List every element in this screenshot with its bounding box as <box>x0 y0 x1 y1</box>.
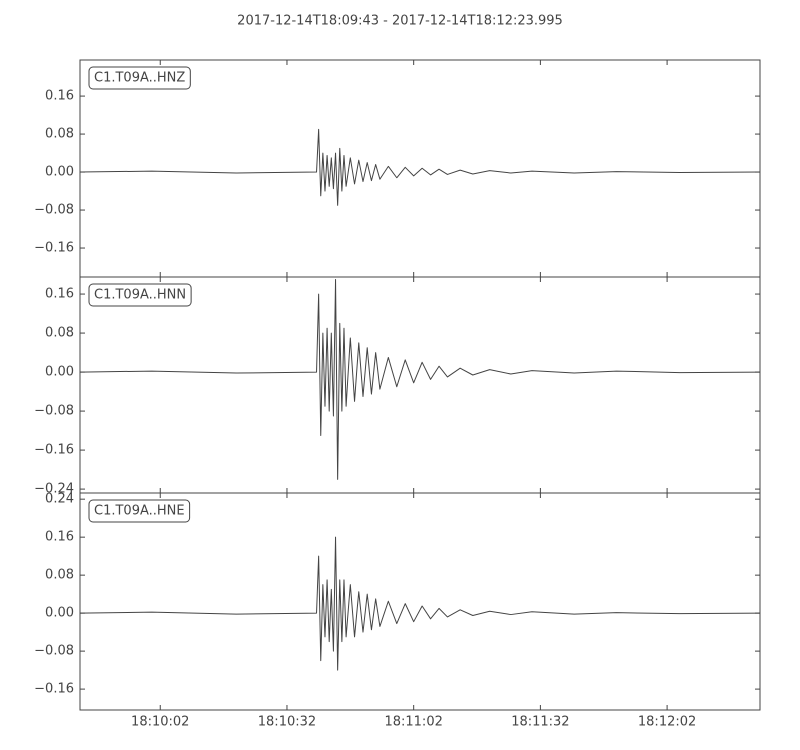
y-tick-label: 0.24 <box>45 492 74 507</box>
trace <box>79 278 761 480</box>
legend-box <box>88 283 192 307</box>
y-tick-label: −0.16 <box>34 241 74 256</box>
x-tick-label: 18:12:02 <box>638 715 696 730</box>
trace <box>79 536 761 671</box>
y-tick-label: 0.08 <box>45 127 74 142</box>
y-tick-label: −0.24 <box>34 482 74 497</box>
y-tick-label: 0.00 <box>45 365 74 380</box>
y-tick-label: −0.08 <box>34 644 74 659</box>
y-tick-label: 0.00 <box>45 165 74 180</box>
y-tick-label: 0.00 <box>45 606 74 621</box>
y-tick-label: −0.16 <box>34 443 74 458</box>
y-tick-label: 0.16 <box>45 89 74 104</box>
legend-label: C1.T09A..HNN <box>94 288 186 303</box>
legend-box <box>88 499 191 523</box>
legend-label: C1.T09A..HNZ <box>94 71 185 86</box>
trace <box>79 128 761 206</box>
y-tick-label: −0.08 <box>34 404 74 419</box>
x-tick-label: 18:11:32 <box>511 715 569 730</box>
axes-frame <box>79 492 761 711</box>
y-tick-label: −0.16 <box>34 682 74 697</box>
x-tick-label: 18:10:32 <box>258 715 316 730</box>
y-tick-label: −0.08 <box>34 203 74 218</box>
y-tick-label: 0.16 <box>45 287 74 302</box>
legend-label: C1.T09A..HNE <box>94 504 185 519</box>
y-tick-label: 0.08 <box>45 326 74 341</box>
y-tick-label: 0.08 <box>45 568 74 583</box>
x-tick-label: 18:10:02 <box>131 715 189 730</box>
legend-box <box>88 66 191 90</box>
x-tick-label: 18:11:02 <box>384 715 442 730</box>
figure-title: 2017-12-14T18:09:43 - 2017-12-14T18:12:2… <box>237 14 563 29</box>
y-tick-label: 0.16 <box>45 530 74 545</box>
